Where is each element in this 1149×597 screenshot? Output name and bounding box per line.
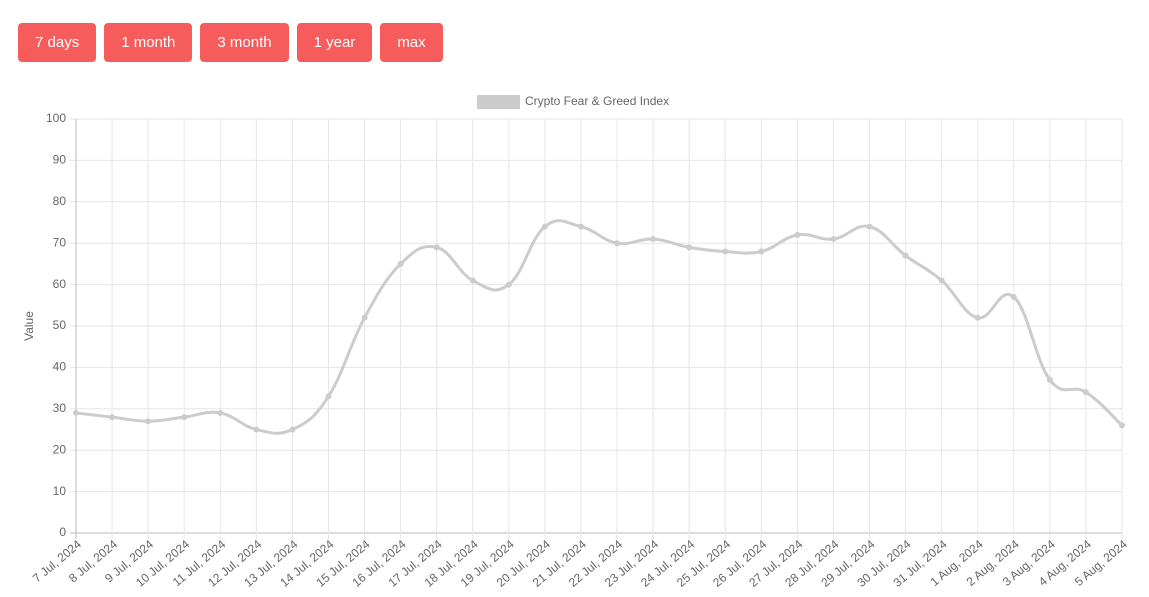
y-tick-label: 80 bbox=[53, 194, 67, 208]
data-point bbox=[289, 426, 296, 433]
data-point bbox=[1082, 389, 1089, 396]
data-point bbox=[217, 409, 224, 416]
data-point bbox=[73, 409, 79, 416]
y-axis-label: Value bbox=[22, 311, 36, 341]
data-point bbox=[541, 223, 548, 230]
data-point bbox=[1010, 294, 1017, 301]
y-tick-label: 70 bbox=[53, 235, 67, 249]
range-button[interactable]: max bbox=[380, 23, 443, 62]
y-tick-label: 60 bbox=[53, 277, 67, 291]
data-line bbox=[75, 219, 1124, 435]
data-point bbox=[397, 260, 404, 267]
data-point bbox=[722, 248, 729, 255]
y-tick-label: 50 bbox=[53, 318, 67, 332]
data-point bbox=[145, 418, 152, 425]
y-tick-label: 100 bbox=[46, 111, 66, 125]
data-point bbox=[650, 236, 657, 243]
y-tick-label: 20 bbox=[53, 442, 67, 456]
range-button[interactable]: 1 month bbox=[104, 23, 193, 62]
data-point bbox=[758, 248, 765, 255]
data-point bbox=[1119, 422, 1125, 429]
range-button[interactable]: 3 month bbox=[200, 23, 289, 62]
data-point bbox=[577, 223, 584, 230]
data-point bbox=[614, 240, 621, 247]
data-point bbox=[469, 277, 476, 284]
data-point bbox=[505, 281, 512, 288]
y-tick-label: 90 bbox=[53, 153, 67, 167]
data-point bbox=[109, 414, 116, 421]
data-point bbox=[686, 244, 693, 251]
data-point bbox=[938, 277, 945, 284]
y-tick-label: 40 bbox=[53, 360, 67, 374]
data-point bbox=[325, 393, 332, 400]
data-point bbox=[361, 314, 368, 321]
y-tick-label: 10 bbox=[53, 484, 67, 498]
data-point bbox=[433, 244, 440, 251]
data-point bbox=[253, 426, 260, 433]
legend-swatch bbox=[477, 95, 520, 109]
data-point bbox=[866, 223, 873, 230]
range-button[interactable]: 1 year bbox=[296, 23, 373, 62]
legend-label: Crypto Fear & Greed Index bbox=[525, 94, 669, 108]
data-point bbox=[181, 414, 188, 421]
y-tick-label: 0 bbox=[59, 525, 66, 539]
data-point bbox=[974, 314, 981, 321]
range-buttons: 7 days 1 month 3 month 1 year max bbox=[18, 23, 443, 62]
data-point bbox=[902, 252, 909, 259]
data-point bbox=[830, 236, 837, 243]
range-button[interactable]: 7 days bbox=[18, 23, 97, 62]
y-tick-label: 30 bbox=[53, 401, 67, 415]
data-point bbox=[1046, 376, 1053, 383]
data-point bbox=[794, 231, 801, 238]
